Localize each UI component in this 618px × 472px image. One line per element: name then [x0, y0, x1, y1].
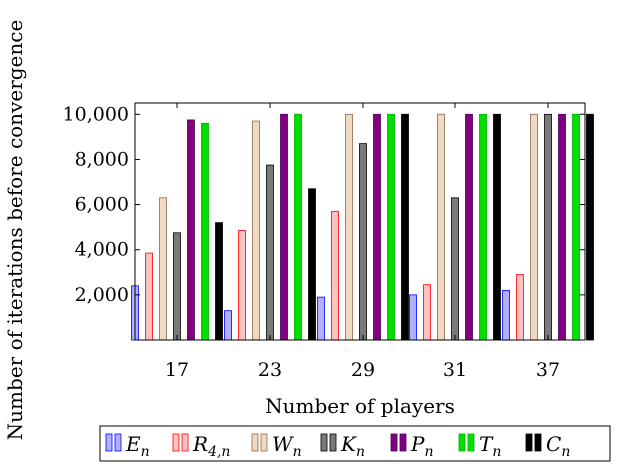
bar-w-37: [530, 113, 538, 341]
bar-r-23: [238, 230, 246, 341]
legend-item-p: Pn: [390, 432, 434, 460]
bar-p-17: [187, 119, 195, 341]
bar-c-29: [401, 113, 409, 341]
legend: En R4,n Wn Kn Pn Tn Cn: [99, 425, 611, 462]
bar-p-31: [465, 113, 473, 341]
bar-w-31: [437, 113, 445, 341]
y-tick-label: 6,000: [75, 194, 129, 216]
legend-swatch: [390, 433, 398, 452]
legend-label: Cn: [546, 432, 570, 460]
bar-p-23: [280, 113, 288, 341]
legend-swatch: [399, 433, 407, 452]
bar-p-37: [558, 113, 566, 341]
y-tick-label: 10,000: [63, 103, 129, 125]
bar-k-17: [173, 232, 181, 341]
bar-w-23: [252, 120, 260, 341]
legend-item-t: Tn: [458, 432, 501, 460]
bar-t-29: [387, 113, 395, 341]
bars-layer: [131, 113, 594, 341]
plot-frame: [134, 102, 586, 341]
bar-c-17: [215, 222, 223, 341]
legend-item-c: Cn: [525, 432, 570, 460]
bar-e-31: [409, 294, 417, 341]
x-tick-label: 31: [443, 359, 467, 381]
bar-e-37: [502, 289, 510, 341]
legend-item-k: Kn: [320, 432, 365, 460]
y-axis-label: Number of iterations before convergence: [3, 20, 27, 441]
bar-c-37: [586, 113, 594, 341]
legend-swatch: [181, 433, 189, 452]
bar-c-23: [308, 188, 316, 341]
legend-label: Tn: [479, 432, 501, 460]
bar-t-17: [201, 122, 209, 341]
bar-w-17: [159, 197, 167, 341]
bar-r-17: [145, 252, 153, 341]
legend-item-e: En: [105, 432, 150, 460]
bar-p-29: [373, 113, 381, 341]
x-tick-label: 37: [536, 359, 560, 381]
x-axis-label: Number of players: [265, 394, 455, 418]
legend-label: R4,n: [192, 432, 230, 460]
bar-r-29: [331, 210, 339, 341]
x-tick-label: 23: [258, 359, 282, 381]
legend-swatch: [320, 433, 328, 452]
legend-item-w: Wn: [251, 432, 302, 460]
legend-swatch: [525, 433, 533, 452]
legend-swatch: [172, 433, 180, 452]
bar-t-23: [294, 113, 302, 341]
y-tick-label: 4,000: [75, 239, 129, 261]
legend-item-r: R4,n: [172, 432, 230, 460]
legend-label: En: [125, 432, 150, 460]
legend-swatch: [329, 433, 337, 452]
legend-swatch: [105, 433, 113, 452]
bar-k-23: [266, 164, 274, 341]
legend-swatch: [458, 433, 466, 452]
legend-swatch: [251, 433, 259, 452]
bar-e-23: [224, 310, 232, 341]
legend-label: Pn: [410, 432, 434, 460]
bar-r-31: [423, 284, 431, 341]
y-tick-label: 2,000: [75, 284, 129, 306]
y-tick-label: 8,000: [75, 148, 129, 170]
x-tick-label: 17: [165, 359, 189, 381]
legend-swatch: [260, 433, 268, 452]
bar-e-29: [317, 296, 325, 341]
bar-w-29: [345, 113, 353, 341]
bar-t-37: [572, 113, 580, 341]
legend-swatch: [467, 433, 475, 452]
bar-k-37: [544, 113, 552, 341]
legend-label: Wn: [272, 432, 302, 460]
legend-label: Kn: [340, 432, 365, 460]
bar-r-37: [516, 274, 524, 341]
bar-k-29: [359, 143, 367, 341]
bar-t-31: [479, 113, 487, 341]
legend-swatch: [534, 433, 542, 452]
bar-k-31: [451, 197, 459, 341]
bar-c-31: [493, 113, 501, 341]
legend-swatch: [114, 433, 122, 452]
x-tick-label: 29: [351, 359, 375, 381]
axes-layer: 2,000 4,000 6,000 8,000 10,000 17 23 29 31 37: [63, 102, 586, 381]
